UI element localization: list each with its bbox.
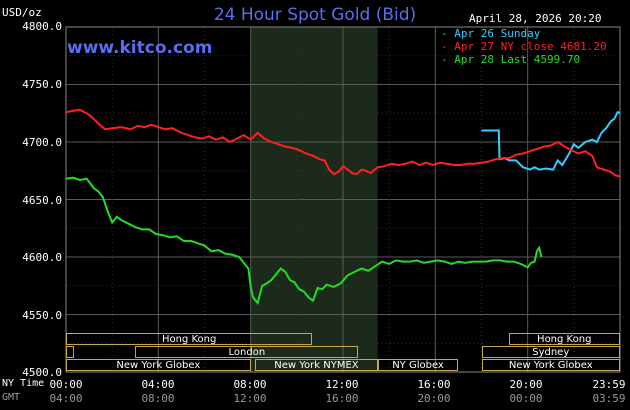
legend-item-apr28: - Apr 28 Last 4599.70 (441, 53, 580, 66)
chart-datetime: April 28, 2026 20:20 (469, 12, 602, 25)
x-tick-label-gmt: 08:00 (141, 392, 175, 405)
series-line-1 (65, 108, 621, 178)
x-tick-label-ny: 23:59 (592, 378, 626, 391)
legend-swatch: - (441, 40, 448, 53)
series-line-0 (481, 110, 621, 171)
session-bar: Sydney (481, 346, 620, 358)
x-tick-label-ny: 04:00 (141, 378, 175, 391)
y-tick-label: 4500.0 (22, 366, 62, 379)
legend-swatch: - (441, 53, 448, 66)
x-tick-label-gmt: 04:00 (49, 392, 83, 405)
session-bar: NY Globex (377, 359, 459, 371)
legend-label: Apr 26 Sunday (454, 27, 541, 40)
x-tick-label-ny: 12:00 (325, 378, 359, 391)
session-bar: London (135, 346, 359, 358)
legend-item-apr27: - Apr 27 NY close 4681.20 (441, 40, 607, 53)
session-bar: Hong Kong (508, 333, 620, 345)
x-tick-label-ny: 20:00 (509, 378, 543, 391)
x-tick-label-ny: 08:00 (233, 378, 267, 391)
y-tick-label: 4650.0 (22, 194, 62, 207)
series-line-2 (65, 176, 543, 306)
x-tick-label-gmt: 20:00 (417, 392, 451, 405)
y-tick-label: 4800.0 (22, 20, 62, 33)
y-tick-label: 4750.0 (22, 78, 62, 91)
session-bar: New York NYMEX (255, 359, 378, 371)
x-tick-label-ny: 16:00 (417, 378, 451, 391)
legend-label: Apr 28 Last 4599.70 (454, 53, 581, 66)
gmt-label: GMT (2, 392, 21, 403)
x-tick-label-gmt: 16:00 (325, 392, 359, 405)
legend-label: Apr 27 NY close 4681.20 (454, 40, 607, 53)
y-tick-label: 4700.0 (22, 136, 62, 149)
plot-border (65, 26, 621, 373)
session-bar: New York Globex (481, 359, 620, 371)
x-tick-label-ny: 00:00 (49, 378, 83, 391)
x-tick-label-gmt: 12:00 (233, 392, 267, 405)
ny-time-label: NY Time (2, 378, 45, 389)
chart-title: 24 Hour Spot Gold (Bid) (213, 5, 417, 25)
y-tick-label: 4550.0 (22, 309, 62, 322)
session-bar: Hong Kong (66, 333, 313, 345)
y-axis-unit: USD/oz (2, 6, 42, 19)
x-tick-label-gmt: 00:00 (509, 392, 543, 405)
brand-link[interactable]: www.kitco.com (67, 38, 213, 58)
y-tick-label: 4600.0 (22, 251, 62, 264)
legend-item-apr26: - Apr 26 Sunday (441, 27, 540, 40)
legend-swatch: - (441, 27, 448, 40)
x-tick-label-gmt: 03:59 (592, 392, 626, 405)
session-bar (66, 346, 74, 358)
session-bar: New York Globex (66, 359, 251, 371)
